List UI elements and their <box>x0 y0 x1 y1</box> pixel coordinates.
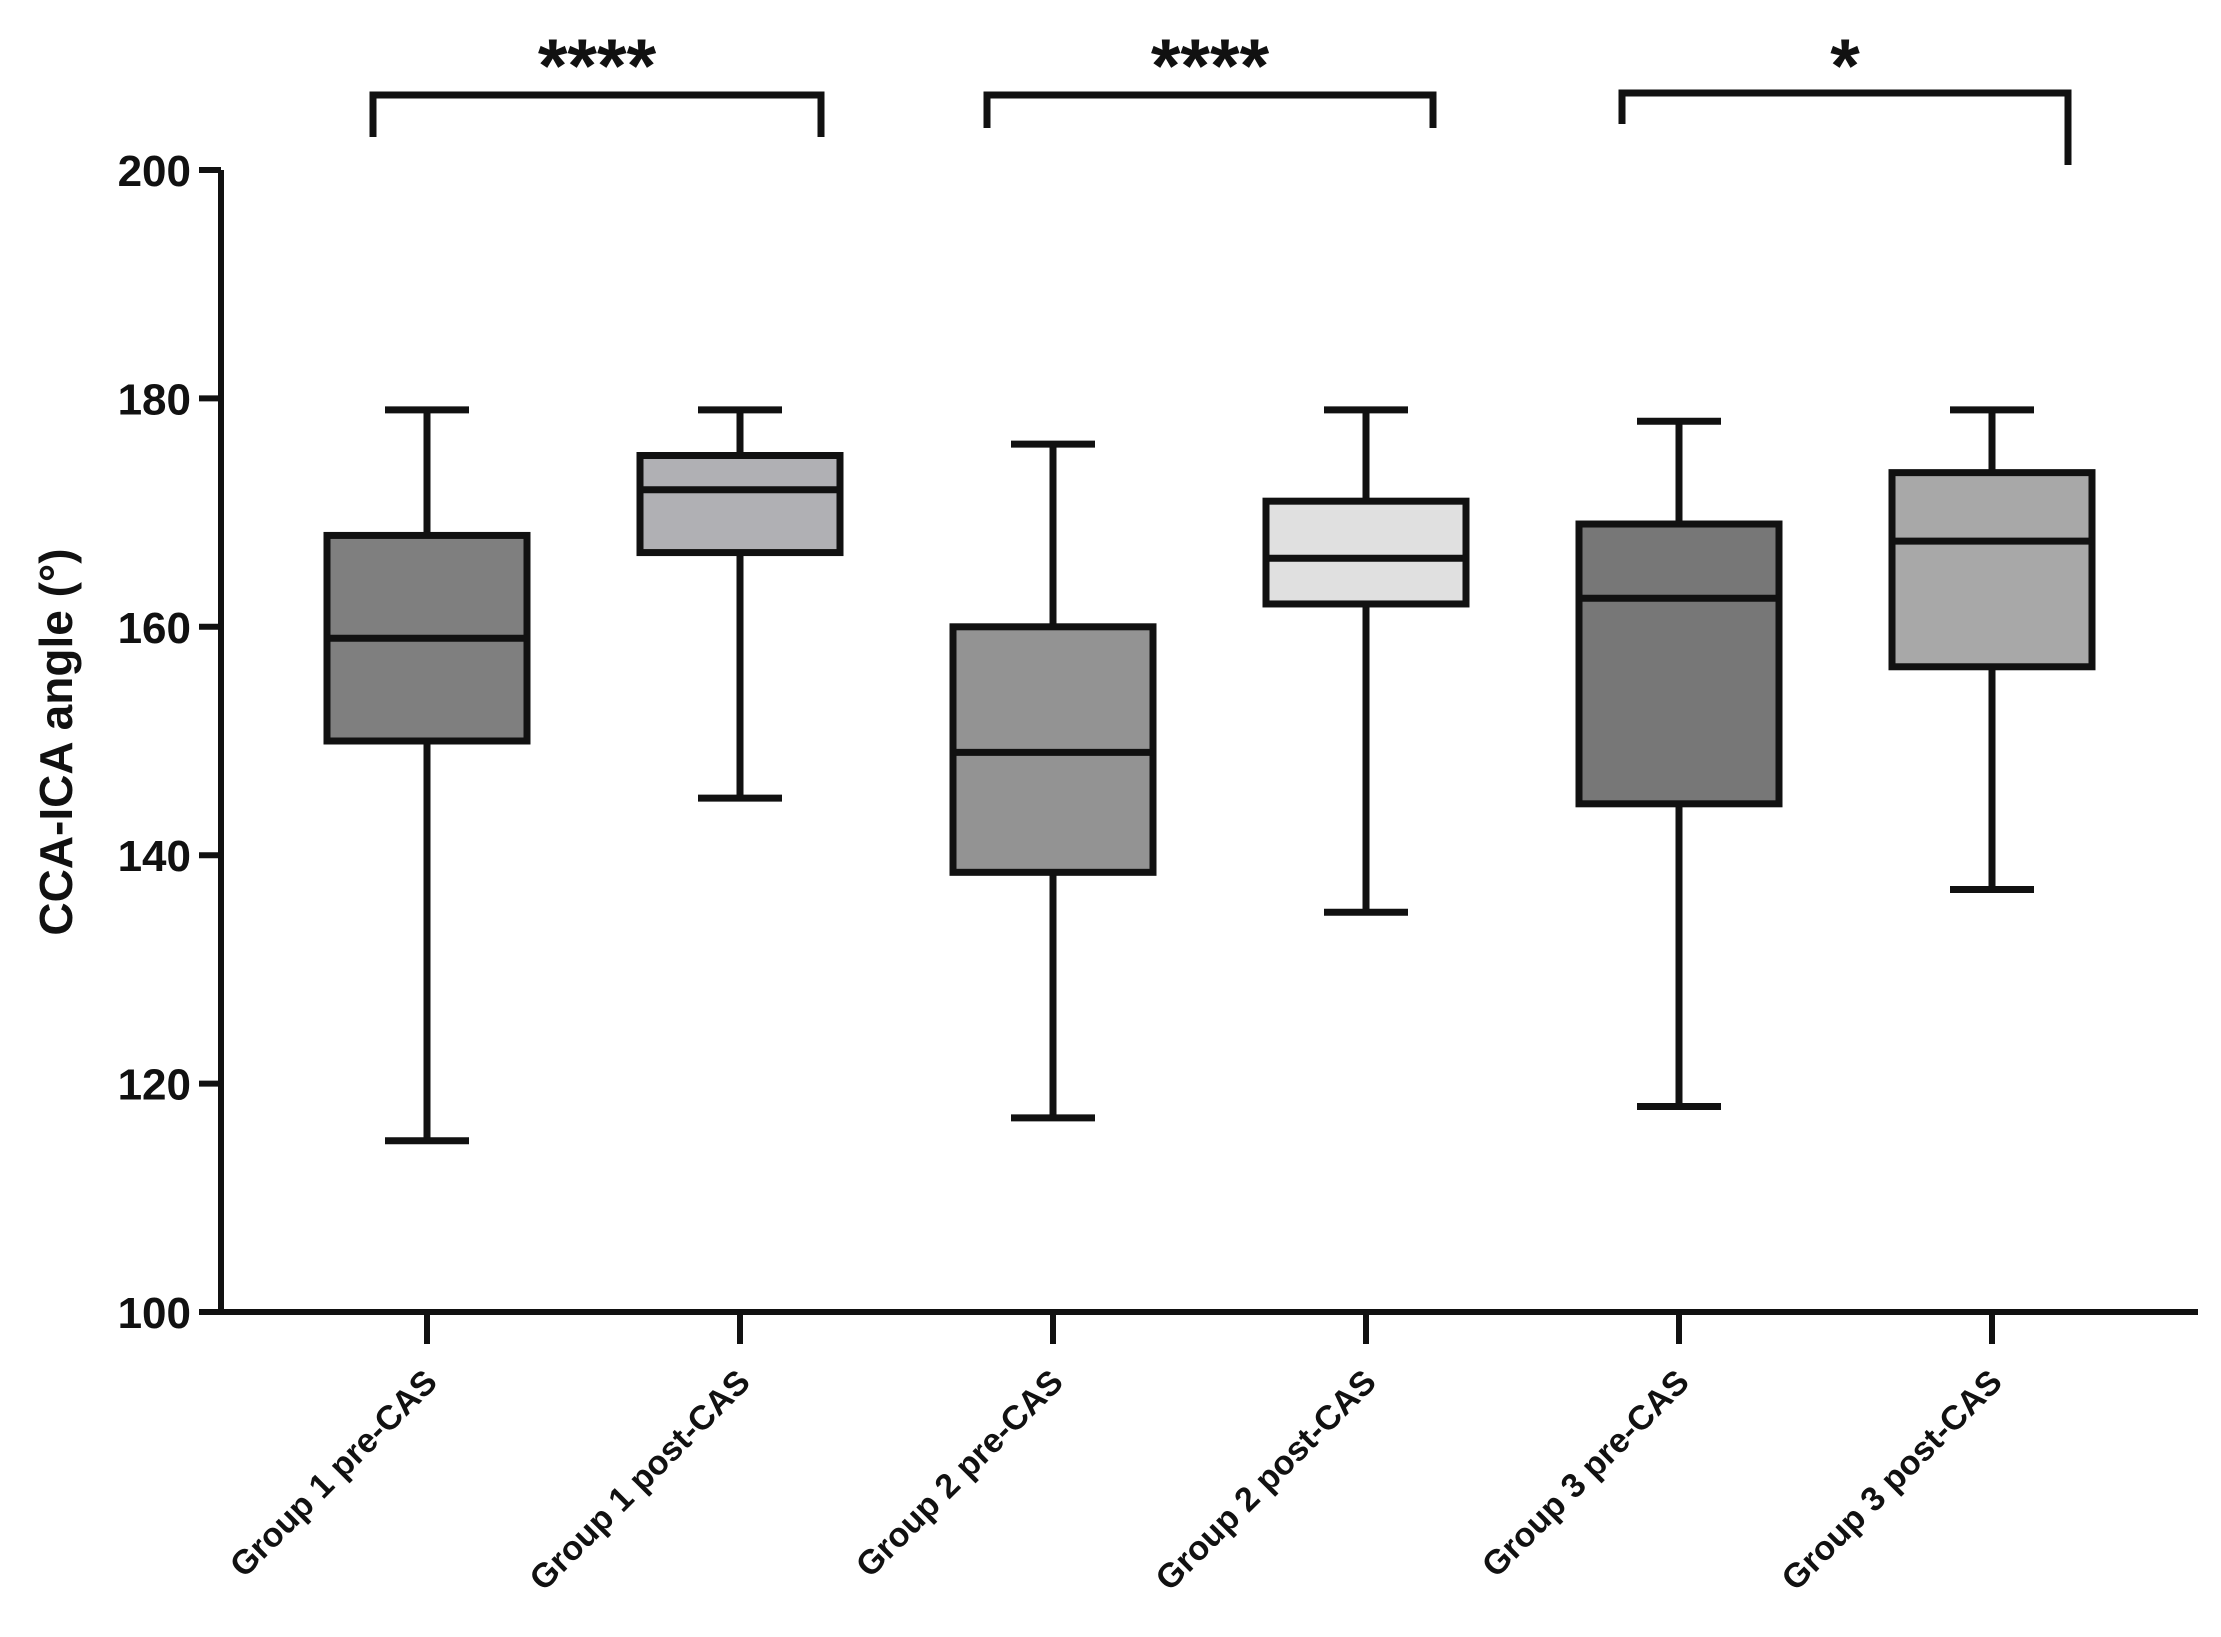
bracket-line <box>1618 89 2072 165</box>
box-1 <box>323 406 531 1145</box>
x-tick-label: Group 2 post-CAS <box>1148 1363 1383 1598</box>
box-iqr <box>1888 469 2096 671</box>
y-ticks-layer: 100 120 140 160 180 200 <box>118 147 221 1338</box>
x-tick-label: Group 3 pre-CAS <box>1475 1363 1697 1585</box>
significance-layer: **** **** * <box>369 24 2072 165</box>
box-2 <box>636 406 844 802</box>
significance-label: **** <box>1151 24 1270 109</box>
y-tick-label: 160 <box>118 604 191 653</box>
significance-bracket-2: **** <box>983 24 1437 128</box>
y-tick-label: 140 <box>118 832 191 881</box>
box-iqr <box>1262 497 1470 608</box>
bracket-line <box>983 91 1437 128</box>
y-tick-label: 200 <box>118 147 191 196</box>
box-3 <box>949 440 1157 1122</box>
significance-bracket-3: * <box>1618 24 2072 165</box>
x-tick-label: Group 1 pre-CAS <box>223 1363 445 1585</box>
y-axis-label: CCA-ICA angle (°) <box>30 548 82 935</box>
box-iqr <box>636 452 844 557</box>
box-4 <box>1262 406 1470 916</box>
significance-bracket-1: **** <box>369 24 825 137</box>
x-tick-label: Group 1 post-CAS <box>522 1363 757 1598</box>
boxes-layer <box>323 406 2096 1145</box>
y-tick-label: 180 <box>118 375 191 424</box>
x-ticks-layer: Group 1 pre-CAS Group 1 post-CAS Group 2 p… <box>223 1312 2010 1598</box>
bracket-line <box>369 91 825 137</box>
axes-layer <box>218 170 2198 1315</box>
box-6 <box>1888 406 2096 893</box>
y-tick-label: 100 <box>118 1289 191 1338</box>
box-iqr <box>1575 520 1783 808</box>
significance-label: **** <box>538 24 657 109</box>
x-tick-label: Group 3 post-CAS <box>1774 1363 2009 1598</box>
x-tick-label: Group 2 pre-CAS <box>849 1363 1071 1585</box>
box-5 <box>1575 417 1783 1110</box>
y-tick-label: 120 <box>118 1061 191 1110</box>
significance-label: * <box>1830 24 1860 109</box>
